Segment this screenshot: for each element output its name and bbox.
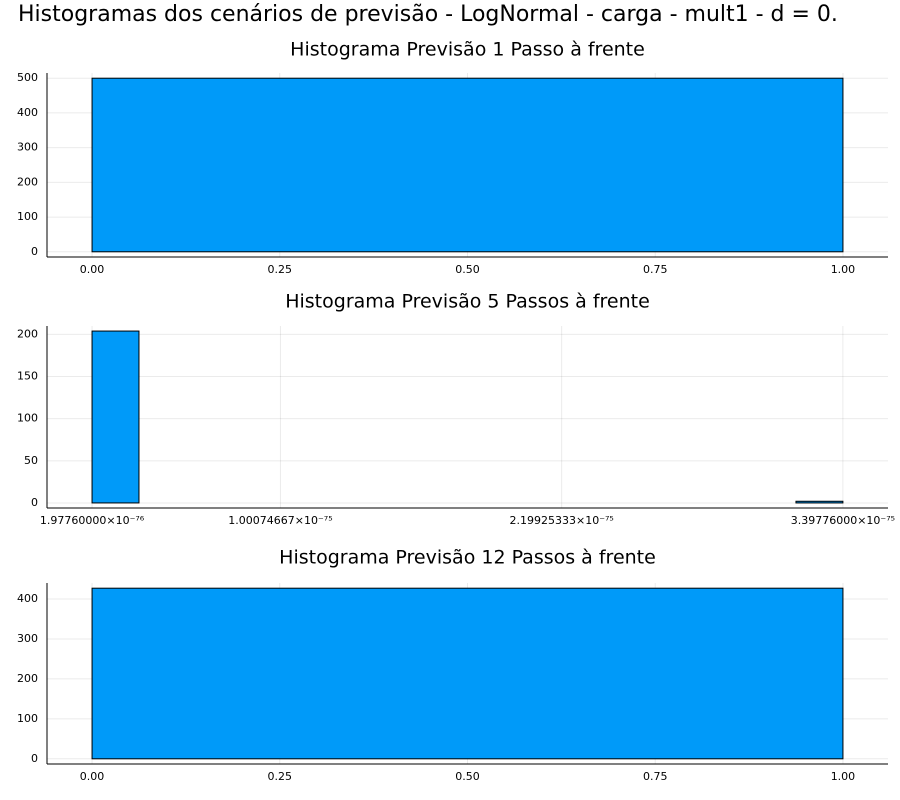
histogram-bar (795, 500, 844, 504)
x-tick-label: 0.75 (643, 770, 668, 783)
x-tick-label: 3.39776000×10⁻⁷⁵ (791, 514, 895, 527)
x-tick-label: 0.75 (643, 263, 668, 276)
y-tick-label: 200 (17, 672, 38, 685)
x-tick-label: 1.00 (831, 263, 856, 276)
y-tick-label: 50 (24, 454, 38, 467)
x-tick-label: 0.00 (80, 263, 105, 276)
x-tick-label: 0.00 (80, 770, 105, 783)
y-tick-label: 300 (17, 632, 38, 645)
y-tick-label: 400 (17, 106, 38, 119)
y-tick-label: 0 (31, 752, 38, 765)
y-tick-label: 0 (31, 245, 38, 258)
y-tick-label: 200 (17, 327, 38, 340)
subplot-title: Histograma Previsão 5 Passos à frente (285, 291, 650, 313)
y-tick-label: 100 (17, 412, 38, 425)
x-tick-label: 0.25 (268, 770, 293, 783)
histogram-bar (91, 77, 844, 253)
histogram-bar (91, 330, 140, 504)
figure-title: Histogramas dos cenários de previsão - L… (18, 2, 838, 27)
x-tick-label: 2.19925333×10⁻⁷⁵ (510, 514, 614, 527)
y-tick-label: 300 (17, 141, 38, 154)
x-tick-label: 0.50 (455, 263, 480, 276)
subplot-title: Histograma Previsão 1 Passo à frente (290, 39, 645, 61)
y-tick-label: 500 (17, 71, 38, 84)
histogram-bar (91, 587, 844, 760)
y-tick-label: 100 (17, 210, 38, 223)
x-tick-label: 0.25 (268, 263, 293, 276)
y-tick-label: 400 (17, 592, 38, 605)
x-tick-label: 0.50 (455, 770, 480, 783)
x-tick-label: 1.00 (831, 770, 856, 783)
y-tick-label: 150 (17, 370, 38, 383)
x-tick-label: 1.97760000×10⁻⁷⁶ (40, 514, 145, 527)
y-tick-label: 0 (31, 496, 38, 509)
y-tick-label: 200 (17, 175, 38, 188)
subplot-title: Histograma Previsão 12 Passos à frente (279, 547, 656, 569)
y-tick-label: 100 (17, 712, 38, 725)
x-tick-label: 1.00074667×10⁻⁷⁵ (228, 514, 332, 527)
